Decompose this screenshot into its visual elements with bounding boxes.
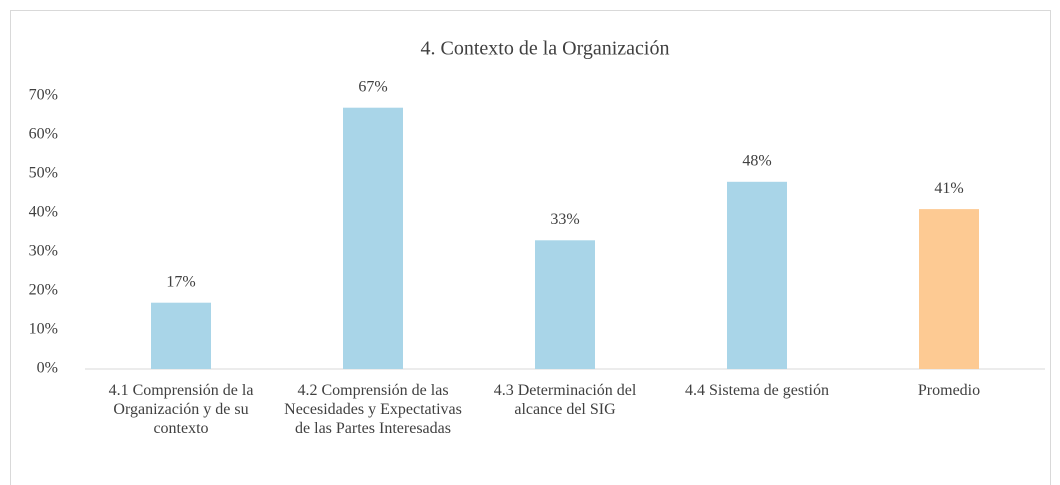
data-label: 67% (358, 78, 387, 95)
y-tick-label: 30% (29, 243, 58, 260)
bar (343, 107, 403, 369)
y-tick-label: 70% (29, 87, 58, 104)
y-tick-label: 40% (29, 204, 58, 221)
chart-border (10, 10, 1051, 485)
bar (727, 181, 787, 369)
bar (919, 209, 979, 369)
data-label: 48% (742, 152, 771, 169)
data-label: 17% (166, 273, 195, 290)
data-label: 33% (550, 211, 579, 228)
y-tick-label: 20% (29, 282, 58, 299)
x-tick-label: 4.4 Sistema de gestión (685, 382, 829, 399)
y-tick-label: 60% (29, 126, 58, 143)
y-tick-label: 0% (37, 360, 58, 377)
y-tick-label: 10% (29, 321, 58, 338)
chart-title: 4. Contexto de la Organización (420, 38, 669, 60)
bar (535, 240, 595, 369)
y-tick-label: 50% (29, 165, 58, 182)
x-tick-label: Promedio (917, 382, 981, 399)
data-label: 41% (934, 180, 963, 197)
x-tick-label: 4.3 Determinación del alcance del SIG (493, 382, 637, 418)
x-tick-label: 4.2 Comprensión de las Necesidades y Exp… (284, 382, 462, 437)
x-tick-label: 4.1 Comprensión de la Organización y de … (108, 382, 254, 437)
bar (151, 302, 211, 369)
